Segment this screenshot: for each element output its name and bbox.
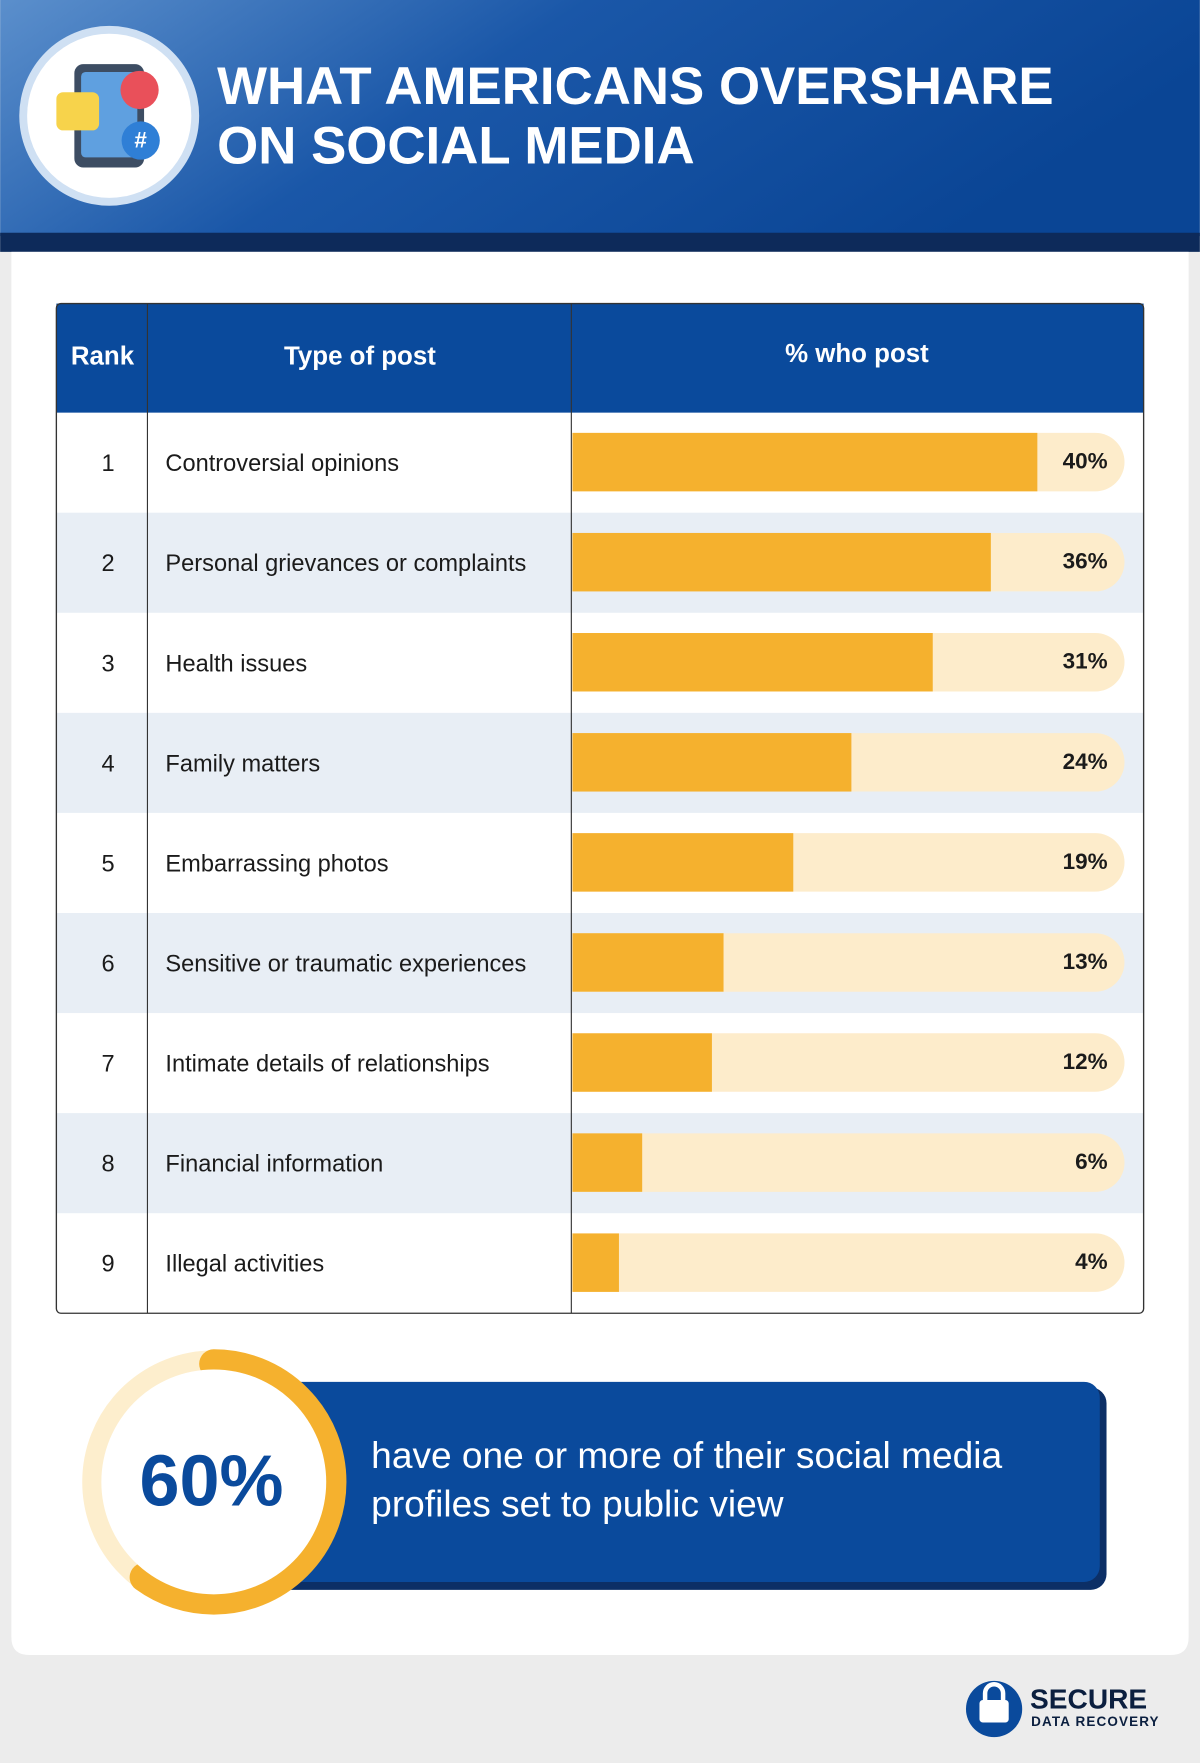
column-header: Type of post: [284, 342, 436, 370]
brand: SECURE DATA RECOVERY: [965, 1680, 1160, 1738]
callout-text: have one or more of their social media: [371, 1434, 1002, 1476]
category-label: Sensitive or traumatic experiences: [165, 951, 526, 977]
svg-text:#: #: [134, 128, 147, 153]
rank: 1: [102, 451, 115, 477]
donut-center: [101, 1369, 327, 1595]
category-label: Financial information: [165, 1152, 383, 1178]
rank: 5: [102, 851, 115, 877]
category-label: Family matters: [165, 751, 320, 777]
rank: 9: [102, 1252, 115, 1278]
title-line: WHAT AMERICANS OVERSHARE: [217, 57, 1053, 116]
title-line: ON SOCIAL MEDIA: [217, 116, 694, 175]
column-header: Rank: [71, 342, 135, 370]
donut-arc: [81, 1349, 347, 1615]
callout-value: 60%: [140, 1441, 284, 1521]
category-label: Illegal activities: [165, 1252, 324, 1278]
brand-sub: DATA RECOVERY: [1031, 1714, 1160, 1729]
rank: 6: [102, 951, 115, 977]
table: Rank Type of post % who post 1 Controvers…: [55, 302, 1145, 1314]
category-label: Embarrassing photos: [165, 851, 388, 877]
value-label: 40%: [1063, 449, 1108, 474]
brand-name: SECURE: [1030, 1684, 1147, 1715]
table-header: [56, 303, 1144, 413]
bar: [572, 833, 794, 892]
bar: [572, 1033, 712, 1092]
bar: [572, 532, 991, 592]
value-label: 36%: [1063, 549, 1108, 574]
value-label: 19%: [1063, 849, 1108, 874]
category-label: Personal grievances or complaints: [165, 551, 526, 577]
header-icon: #: [19, 25, 200, 206]
rank: 8: [102, 1152, 115, 1178]
column-header: % who post: [785, 340, 929, 368]
category-label: Health issues: [165, 651, 307, 677]
category-label: Controversial opinions: [165, 451, 399, 477]
value-label: 6%: [1075, 1149, 1107, 1174]
bar: [572, 933, 724, 992]
header: [0, 0, 1200, 237]
value-label: 13%: [1063, 949, 1108, 974]
bar: [572, 733, 852, 792]
bar-track: [572, 1233, 1125, 1292]
value-label: 24%: [1063, 749, 1108, 774]
rank: 3: [102, 651, 115, 677]
bar: [572, 1133, 643, 1192]
bar: [572, 432, 1038, 492]
value-label: 12%: [1063, 1049, 1108, 1074]
rank: 7: [102, 1052, 115, 1078]
value-label: 31%: [1063, 649, 1108, 674]
rank: 2: [102, 551, 115, 577]
callout-box: [256, 1381, 1100, 1582]
header-band: [0, 232, 1200, 252]
callout-text: profiles set to public view: [371, 1482, 784, 1524]
table-border: [55, 302, 1145, 1314]
category-label: Intimate details of relationships: [165, 1052, 489, 1078]
bar: [572, 1233, 619, 1292]
bar: [572, 633, 933, 692]
rank: 4: [102, 751, 115, 777]
bar-track: [572, 1133, 1125, 1192]
callout: have one or more of their social media p…: [81, 1349, 1107, 1615]
value-label: 4%: [1075, 1249, 1107, 1274]
